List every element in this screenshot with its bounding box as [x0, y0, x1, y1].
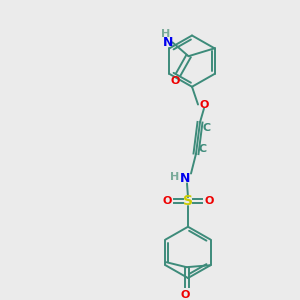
Text: C: C [203, 123, 211, 133]
Text: N: N [180, 172, 190, 185]
Text: H: H [170, 172, 180, 182]
Text: O: O [171, 76, 180, 86]
Text: O: O [162, 196, 172, 206]
Text: H: H [161, 28, 170, 38]
Text: O: O [204, 196, 214, 206]
Text: S: S [183, 194, 193, 208]
Text: C: C [199, 144, 207, 154]
Text: O: O [199, 100, 209, 110]
Text: O: O [181, 290, 190, 300]
Text: N: N [163, 36, 174, 49]
